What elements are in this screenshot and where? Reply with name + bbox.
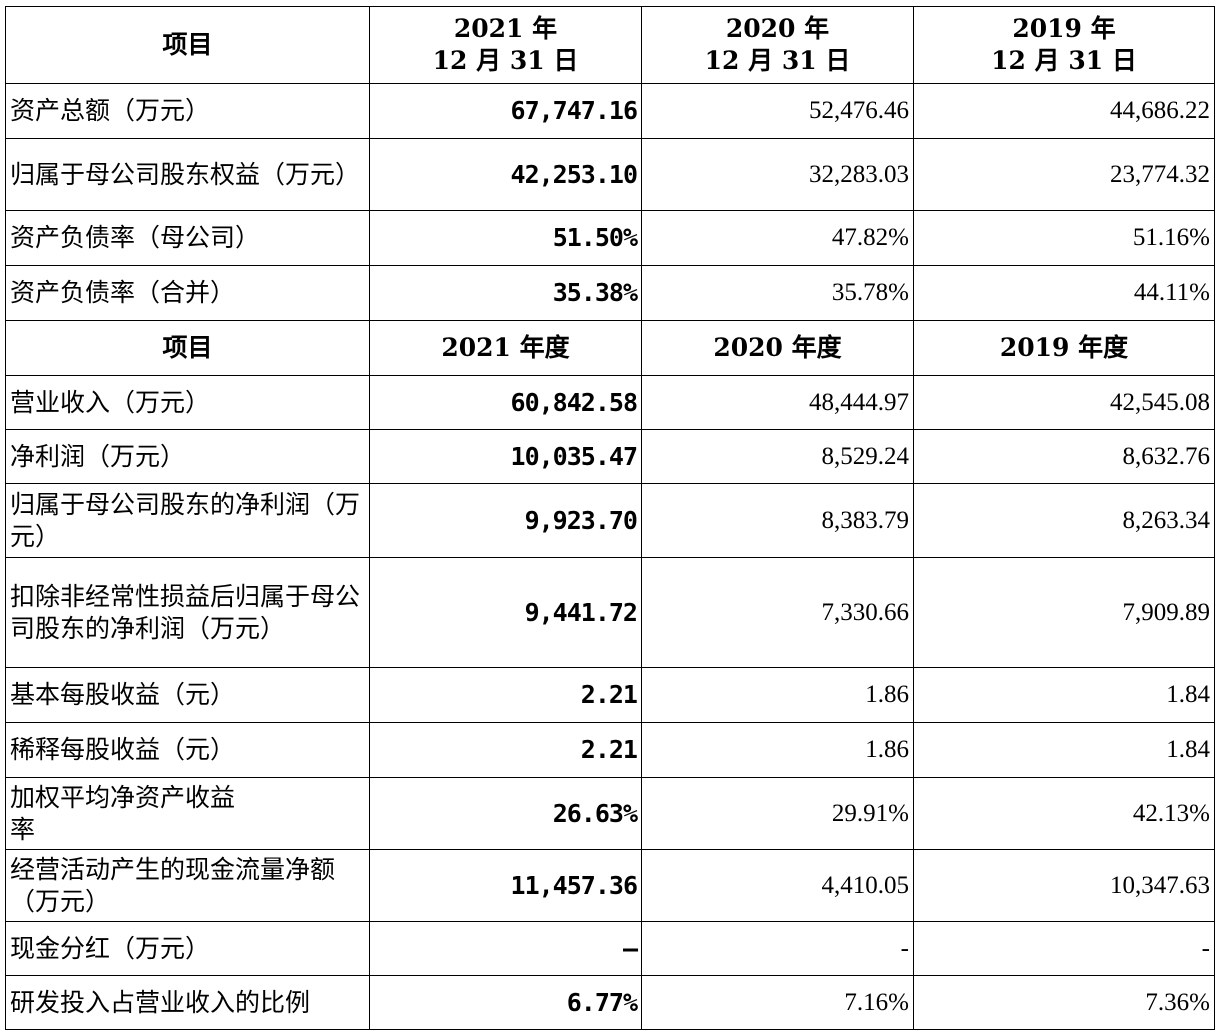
value-2020: 7.16% [641,975,914,1030]
table-row: 归属于母公司股东的净利润（万元） 9,923.70 8,383.79 8,263… [5,483,1215,558]
table-row: 资产负债率（母公司） 51.50% 47.82% 51.16% [5,210,1215,266]
row-label: 资产负债率（合并） [5,265,370,321]
value-2019: 23,774.32 [913,138,1215,211]
value-2019: 44.11% [913,265,1215,321]
header-2019-day: 12 月 31 日 [991,46,1137,75]
value-2020: - [641,921,914,976]
row-label: 资产负债率（母公司） [5,210,370,266]
value-2021: – [369,921,642,976]
value-2021: 42,253.10 [369,138,642,211]
header-2021-date: 2021 年 12 月 31 日 [369,6,642,84]
value-2021: 9,441.72 [369,557,642,668]
table-row: 扣除非经常性损益后归属于母公司股东的净利润（万元） 9,441.72 7,330… [5,557,1215,668]
financial-summary-table: 项目 2021 年 12 月 31 日 2020 年 12 月 31 日 201… [5,6,1215,1030]
row-label: 扣除非经常性损益后归属于母公司股东的净利润（万元） [5,557,370,668]
value-2020: 47.82% [641,210,914,266]
value-2020: 48,444.97 [641,375,914,430]
table-row: 稀释每股收益（元） 2.21 1.86 1.84 [5,722,1215,778]
header-2020-year: 2020 年 [725,14,830,43]
value-2021: 9,923.70 [369,483,642,558]
value-2019: 10,347.63 [913,849,1215,922]
value-2019: - [913,921,1215,976]
row-label: 经营活动产生的现金流量净额（万元） [5,849,370,922]
value-2019: 44,686.22 [913,83,1215,139]
header-2020-day: 12 月 31 日 [704,46,851,75]
table-row: 净利润（万元） 10,035.47 8,529.24 8,632.76 [5,429,1215,484]
value-2019: 8,263.34 [913,483,1215,558]
value-2019: 1.84 [913,722,1215,778]
table-row: 加权平均净资产收益率 26.63% 29.91% 42.13% [5,777,1215,850]
table-row: 资产总额（万元） 67,747.16 52,476.46 44,686.22 [5,83,1215,139]
value-2019: 42,545.08 [913,375,1215,430]
value-2021: 51.50% [369,210,642,266]
table-row: 研发投入占营业收入的比例 6.77% 7.16% 7.36% [5,975,1215,1030]
table-row: 资产负债率（合并） 35.38% 35.78% 44.11% [5,265,1215,321]
table-row: 基本每股收益（元） 2.21 1.86 1.84 [5,667,1215,723]
header-2021-year: 2021 年度 [369,320,642,376]
value-2020: 1.86 [641,722,914,778]
value-2019: 42.13% [913,777,1215,850]
value-2021: 26.63% [369,777,642,850]
value-2021: 2.21 [369,667,642,723]
row-label: 加权平均净资产收益率 [5,777,370,850]
header-2021-year: 2021 年 [453,14,558,43]
table-row: 现金分红（万元） – - - [5,921,1215,976]
row-label: 归属于母公司股东的净利润（万元） [5,483,370,558]
value-2020: 1.86 [641,667,914,723]
value-2021: 67,747.16 [369,83,642,139]
header-2019-year: 2019 年 [1012,14,1116,43]
value-2020: 4,410.05 [641,849,914,922]
value-2021: 2.21 [369,722,642,778]
header-2019-date: 2019 年 12 月 31 日 [913,6,1215,84]
value-2020: 52,476.46 [641,83,914,139]
value-2019: 7.36% [913,975,1215,1030]
value-2021: 11,457.36 [369,849,642,922]
value-2020: 29.91% [641,777,914,850]
row-label: 基本每股收益（元） [5,667,370,723]
header-2021-day: 12 月 31 日 [432,46,579,75]
value-2020: 8,529.24 [641,429,914,484]
row-label: 现金分红（万元） [5,921,370,976]
header-row-balance: 项目 2021 年 12 月 31 日 2020 年 12 月 31 日 201… [5,6,1215,84]
header-item: 项目 [5,320,370,376]
header-2019-year: 2019 年度 [913,320,1215,376]
row-label: 研发投入占营业收入的比例 [5,975,370,1030]
row-label: 稀释每股收益（元） [5,722,370,778]
row-label: 净利润（万元） [5,429,370,484]
table-row: 归属于母公司股东权益（万元） 42,253.10 32,283.03 23,77… [5,138,1215,211]
row-label: 营业收入（万元） [5,375,370,430]
table-row: 营业收入（万元） 60,842.58 48,444.97 42,545.08 [5,375,1215,430]
row-label: 归属于母公司股东权益（万元） [5,138,370,211]
header-2020-date: 2020 年 12 月 31 日 [641,6,914,84]
row-label: 资产总额（万元） [5,83,370,139]
value-2020: 32,283.03 [641,138,914,211]
value-2021: 10,035.47 [369,429,642,484]
value-2021: 35.38% [369,265,642,321]
value-2019: 8,632.76 [913,429,1215,484]
value-2019: 1.84 [913,667,1215,723]
value-2021: 6.77% [369,975,642,1030]
table-row: 经营活动产生的现金流量净额（万元） 11,457.36 4,410.05 10,… [5,849,1215,922]
value-2020: 7,330.66 [641,557,914,668]
value-2019: 7,909.89 [913,557,1215,668]
header-2020-year: 2020 年度 [641,320,914,376]
value-2021: 60,842.58 [369,375,642,430]
header-item: 项目 [5,6,370,84]
value-2019: 51.16% [913,210,1215,266]
header-row-income: 项目 2021 年度 2020 年度 2019 年度 [5,320,1215,376]
value-2020: 35.78% [641,265,914,321]
value-2020: 8,383.79 [641,483,914,558]
